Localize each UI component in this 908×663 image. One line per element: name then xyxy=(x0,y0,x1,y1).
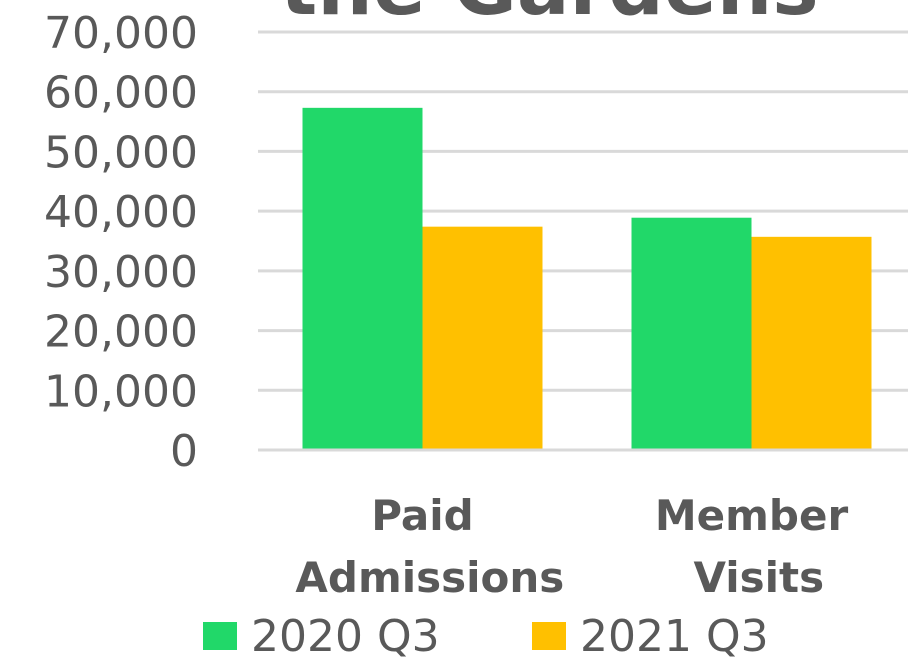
y-tick-label: 0 xyxy=(170,426,198,477)
x-tick-label: Member Visits xyxy=(655,491,849,602)
legend-label: 2020 Q3 xyxy=(251,611,440,659)
y-tick-label: 40,000 xyxy=(44,187,198,238)
y-tick-label: 50,000 xyxy=(44,127,198,178)
x-tick-label: Paid Admissions xyxy=(281,491,565,602)
bar xyxy=(751,236,872,450)
y-tick-label: 10,000 xyxy=(44,366,198,417)
chart-title: the Gardens xyxy=(280,0,819,33)
y-tick-label: 30,000 xyxy=(44,247,198,298)
bar xyxy=(631,217,752,450)
y-tick-label: 20,000 xyxy=(44,307,198,358)
legend-swatch xyxy=(532,622,566,650)
legend-label: 2021 Q3 xyxy=(580,611,769,659)
bar xyxy=(422,226,543,450)
legend-swatch xyxy=(203,622,237,650)
bar xyxy=(302,107,423,450)
y-tick-label: 70,000 xyxy=(44,8,198,59)
y-tick-label: 60,000 xyxy=(44,68,198,119)
